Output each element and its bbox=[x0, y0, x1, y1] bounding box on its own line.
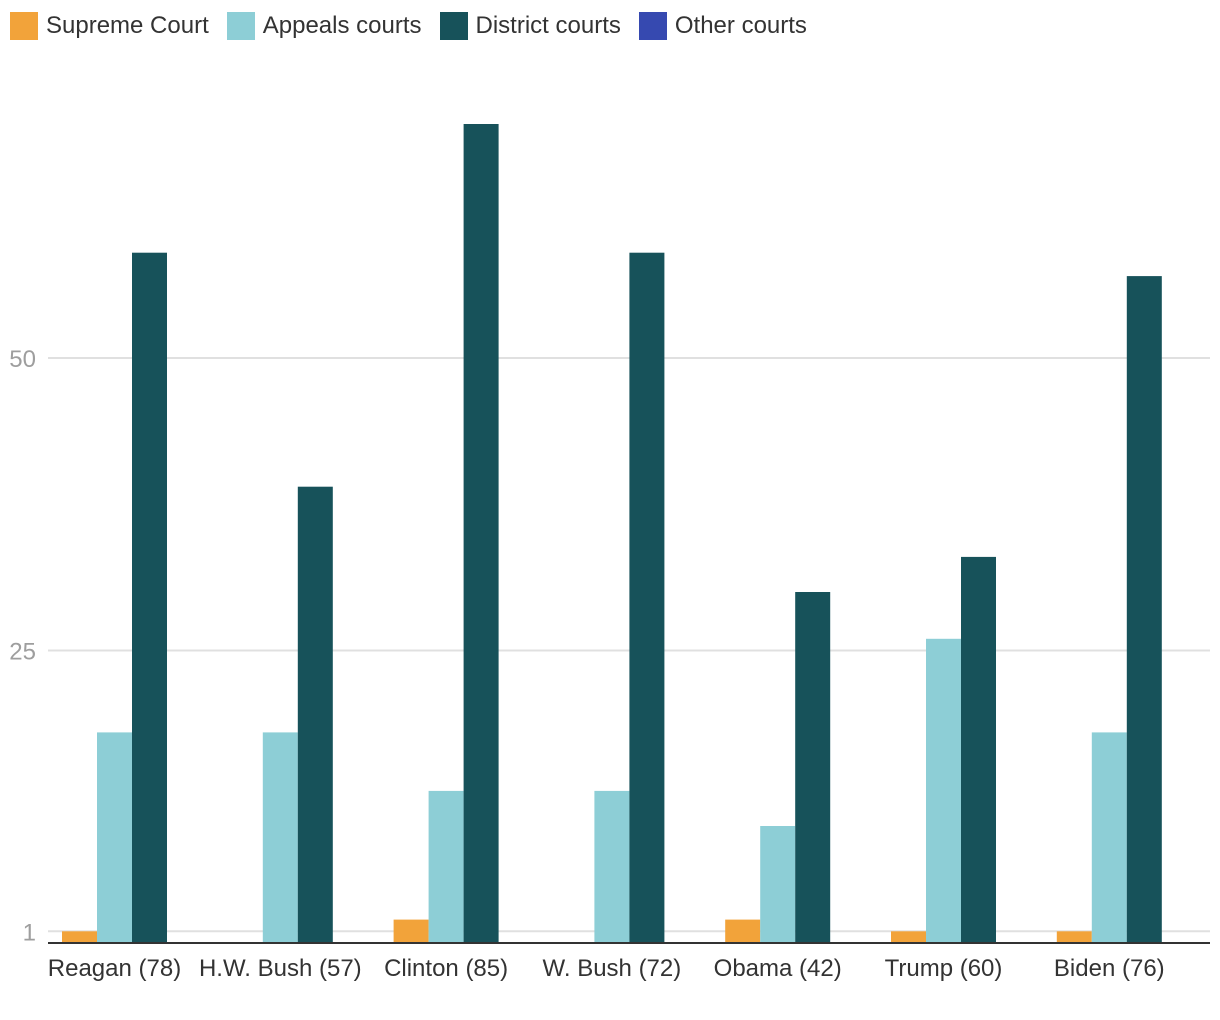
bar-district-courts-trump-60 bbox=[961, 556, 996, 943]
bar-supreme-court-clinton-85 bbox=[393, 919, 429, 943]
legend-swatch-district-courts bbox=[439, 12, 468, 40]
x-category-label-obama-42: Obama (42) bbox=[714, 955, 842, 982]
legend-swatch-other-courts bbox=[638, 12, 667, 40]
bar-appeals-courts-h-w-bush-57 bbox=[262, 732, 298, 943]
bar-appeals-courts-clinton-85 bbox=[428, 790, 464, 943]
bar-appeals-courts-trump-60 bbox=[926, 638, 961, 943]
bar-appeals-courts-w-bush-72 bbox=[594, 790, 630, 943]
x-category-label-trump-60: Trump (60) bbox=[885, 955, 1003, 982]
legend-label-supreme-court: Supreme Court bbox=[46, 12, 209, 39]
y-tick-label-1: 1 bbox=[23, 919, 36, 946]
x-category-label-h-w-bush-57: H.W. Bush (57) bbox=[199, 955, 362, 982]
legend: Supreme Court Appeals courts District co… bbox=[10, 10, 825, 42]
bar-supreme-court-trump-60 bbox=[891, 931, 926, 943]
x-category-label-reagan-78: Reagan (78) bbox=[48, 955, 181, 982]
y-tick-label-25: 25 bbox=[9, 639, 36, 666]
bar-supreme-court-reagan-78 bbox=[62, 931, 97, 943]
x-category-label-w-bush-72: W. Bush (72) bbox=[543, 955, 682, 982]
bar-district-courts-reagan-78 bbox=[132, 252, 167, 943]
bar-supreme-court-obama-42 bbox=[725, 919, 761, 943]
legend-item-district-courts: District courts bbox=[439, 12, 621, 40]
axes: 1 25 50 Reagan (78) H.W. Bush (57) Clinton (8… bbox=[9, 346, 1210, 982]
x-category-label-biden-76: Biden (76) bbox=[1054, 955, 1165, 982]
legend-swatch-supreme-court bbox=[10, 12, 38, 40]
bar-supreme-court-biden-76 bbox=[1056, 931, 1092, 943]
bar-district-courts-clinton-85 bbox=[463, 124, 499, 943]
legend-label-district-courts: District courts bbox=[475, 12, 621, 39]
bar-district-courts-biden-76 bbox=[1126, 276, 1162, 944]
y-tick-label-50: 50 bbox=[9, 346, 36, 373]
x-category-label-clinton-85: Clinton (85) bbox=[384, 955, 508, 982]
legend-label-other-courts: Other courts bbox=[674, 12, 807, 39]
bars bbox=[62, 124, 1162, 944]
bar-appeals-courts-obama-42 bbox=[760, 826, 796, 943]
legend-swatch-appeals-courts bbox=[226, 12, 255, 40]
legend-item-appeals-courts: Appeals courts bbox=[226, 12, 422, 40]
bar-appeals-courts-reagan-78 bbox=[97, 732, 132, 943]
legend-item-other-courts: Other courts bbox=[638, 12, 807, 40]
bar-district-courts-h-w-bush-57 bbox=[297, 486, 333, 943]
bar-appeals-courts-biden-76 bbox=[1091, 732, 1127, 943]
legend-item-supreme-court: Supreme Court bbox=[10, 12, 209, 40]
legend-label-appeals-courts: Appeals courts bbox=[262, 12, 422, 39]
bar-district-courts-obama-42 bbox=[795, 592, 831, 943]
bar-district-courts-w-bush-72 bbox=[629, 252, 665, 943]
